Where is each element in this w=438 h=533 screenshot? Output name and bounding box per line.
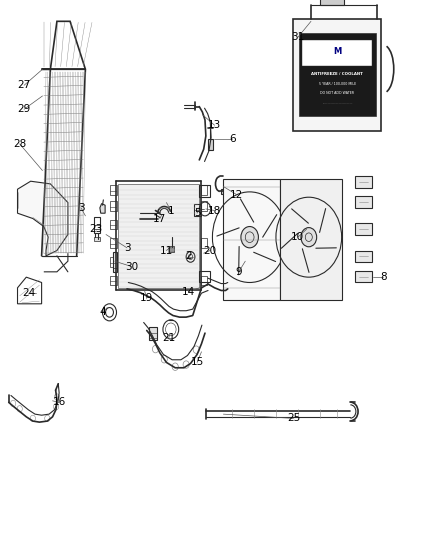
Text: M: M	[333, 47, 341, 56]
Text: 3: 3	[124, 243, 131, 253]
Bar	[113, 252, 117, 272]
Text: 18: 18	[208, 206, 221, 215]
Bar	[94, 237, 100, 241]
Polygon shape	[100, 204, 105, 213]
Bar	[118, 184, 199, 288]
Circle shape	[301, 228, 317, 247]
Text: 12: 12	[230, 190, 243, 199]
Text: 16: 16	[53, 398, 66, 407]
Bar	[355, 251, 372, 262]
Text: 10: 10	[291, 232, 304, 242]
Text: 1: 1	[167, 206, 174, 215]
Text: 27: 27	[18, 80, 31, 90]
Text: 11: 11	[160, 246, 173, 255]
Text: 15: 15	[191, 358, 204, 367]
Bar	[110, 201, 117, 211]
Bar	[201, 238, 207, 248]
Text: 3: 3	[78, 203, 85, 213]
Bar	[110, 257, 117, 266]
Bar	[201, 276, 207, 285]
Bar	[110, 185, 117, 195]
Bar	[110, 276, 117, 285]
Circle shape	[241, 227, 258, 248]
Bar	[320, 0, 344, 5]
Bar	[355, 271, 372, 282]
Polygon shape	[280, 179, 342, 300]
Text: 24: 24	[22, 288, 35, 298]
Bar	[110, 238, 117, 248]
Bar	[169, 246, 174, 252]
Bar	[149, 327, 157, 340]
Bar	[355, 223, 372, 235]
Text: ANTIFREEZE / COOLANT: ANTIFREEZE / COOLANT	[311, 72, 363, 76]
Text: 31: 31	[291, 33, 304, 42]
Bar	[208, 139, 213, 150]
Bar	[110, 220, 117, 229]
Text: DO NOT ADD WATER: DO NOT ADD WATER	[320, 91, 354, 94]
Text: 2: 2	[185, 251, 192, 261]
Text: 17: 17	[153, 214, 166, 223]
Polygon shape	[223, 179, 280, 300]
Bar	[199, 185, 210, 197]
Text: 30: 30	[125, 262, 138, 271]
Bar	[293, 19, 381, 131]
Bar	[299, 33, 376, 116]
Text: 4: 4	[99, 307, 106, 317]
Bar	[221, 189, 226, 194]
Text: 13: 13	[208, 120, 221, 130]
Text: 20: 20	[204, 246, 217, 255]
Bar	[94, 217, 100, 233]
Text: 29: 29	[18, 104, 31, 114]
Bar	[355, 176, 372, 188]
Text: 23: 23	[90, 224, 103, 234]
Text: 19: 19	[140, 294, 153, 303]
Text: ______________________: ______________________	[322, 100, 353, 104]
Bar	[199, 271, 210, 282]
Bar	[355, 196, 372, 208]
Text: 28: 28	[13, 139, 26, 149]
Text: 6: 6	[229, 134, 236, 143]
Bar	[201, 185, 207, 195]
Polygon shape	[18, 181, 68, 256]
Text: 8: 8	[380, 272, 387, 282]
Text: 14: 14	[182, 287, 195, 296]
Text: 9: 9	[235, 267, 242, 277]
Text: 5: 5	[194, 208, 201, 218]
Bar	[194, 204, 201, 216]
Bar	[302, 39, 372, 66]
Text: 21: 21	[162, 334, 175, 343]
Text: 5 YEAR / 100,000 MILE: 5 YEAR / 100,000 MILE	[319, 82, 356, 86]
Bar	[201, 201, 207, 211]
Text: 25: 25	[287, 414, 300, 423]
